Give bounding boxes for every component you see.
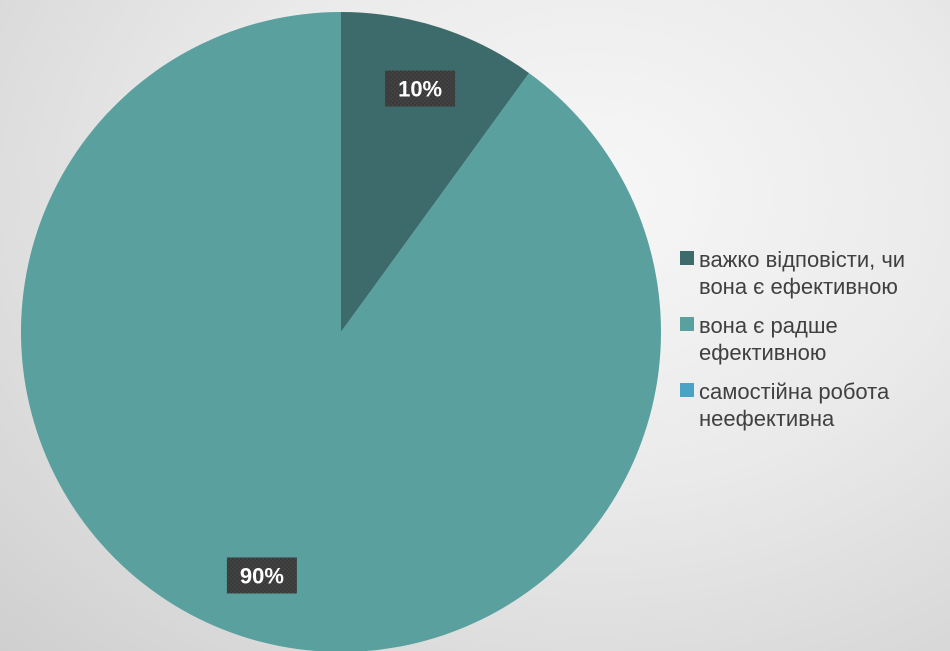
pie-data-labels: 10% 90%: [226, 70, 456, 594]
data-label: 90%: [226, 557, 297, 594]
legend-label: самостійна робота неефективна: [699, 379, 890, 431]
pie-slice: [21, 12, 661, 651]
data-label-box: [226, 557, 297, 594]
data-label-text: 90%: [240, 563, 284, 588]
legend-item-hard-to-say: важко відповісти, чи вона є ефективною: [680, 246, 948, 300]
data-label-text: 10%: [398, 77, 442, 102]
legend-swatch: [680, 317, 694, 331]
pie-slices: [21, 12, 661, 651]
legend: важко відповісти, чи вона є ефективною в…: [680, 246, 948, 444]
legend-swatch: [680, 383, 694, 397]
legend-item-rather-effective: вона є радше ефективною: [680, 312, 948, 366]
legend-label: важко відповісти, чи вона є ефективною: [699, 247, 906, 299]
legend-label: вона є радше ефективною: [699, 313, 838, 365]
legend-swatch: [680, 251, 694, 265]
data-label-box: [385, 70, 456, 107]
data-label: 10%: [385, 70, 456, 107]
legend-item-ineffective: самостійна робота неефективна: [680, 378, 948, 432]
